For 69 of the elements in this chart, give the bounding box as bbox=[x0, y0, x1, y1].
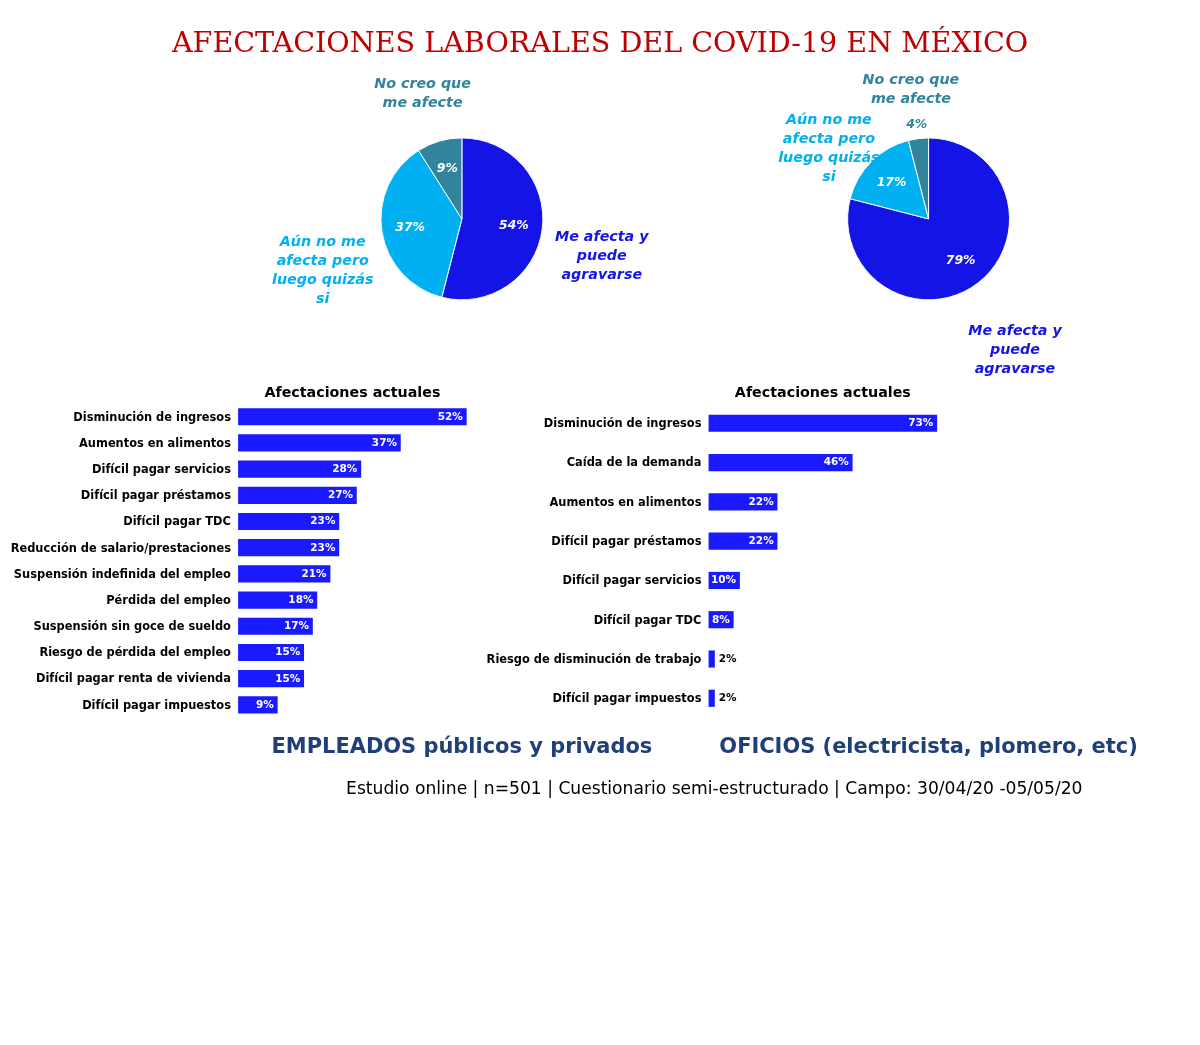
y-tick-label: Difícil pagar impuestos bbox=[552, 691, 702, 706]
chart-title: AFECTACIONES LABORALES DEL COVID-19 EN MÉXICO bbox=[170, 25, 1029, 60]
data-label: 28% bbox=[332, 461, 358, 474]
bar bbox=[238, 539, 340, 557]
y-tick-label: Riesgo de pérdida del empleo bbox=[39, 645, 232, 660]
data-label: 52% bbox=[437, 409, 464, 422]
data-label: 10% bbox=[711, 573, 737, 586]
y-tick-label: Difícil pagar renta de vivienda bbox=[35, 671, 231, 686]
bar bbox=[238, 565, 331, 583]
data-label: 9% bbox=[436, 161, 458, 176]
bar bbox=[238, 512, 340, 531]
data-label: 2% bbox=[718, 651, 737, 664]
y-tick-label: Difícil pagar impuestos bbox=[82, 697, 232, 712]
y-tick-label: Difícil pagar servicios bbox=[562, 573, 702, 588]
y-tick-label: Suspensión indefinida del empleo bbox=[13, 566, 232, 581]
y-tick-label: Suspensión sin goce de sueldo bbox=[33, 619, 232, 634]
data-label: 9% bbox=[256, 697, 275, 710]
bar bbox=[238, 460, 362, 478]
slice-label: No creo que me afecte bbox=[374, 75, 472, 111]
data-label: 46% bbox=[823, 455, 850, 468]
bar bbox=[708, 414, 938, 432]
bar bbox=[238, 486, 357, 504]
text: OFICIOS (electricista, plomero, etc) bbox=[719, 734, 1138, 759]
data-label: 23% bbox=[310, 514, 336, 527]
data-label: 22% bbox=[748, 494, 775, 507]
slice-label: Me afecta y puede agravarse bbox=[968, 322, 1063, 377]
data-label: 2% bbox=[718, 691, 737, 704]
data-label: 18% bbox=[288, 592, 314, 605]
y-tick-label: Difícil pagar TDC bbox=[593, 612, 702, 627]
data-label: 15% bbox=[275, 671, 301, 684]
data-label: 4% bbox=[905, 117, 928, 132]
slice-label: Me afecta y puede agravarse bbox=[554, 228, 650, 283]
bar bbox=[238, 434, 401, 452]
y-tick-label: Difícil pagar préstamos bbox=[551, 533, 702, 548]
data-label: 8% bbox=[712, 612, 731, 625]
bar bbox=[708, 454, 853, 472]
y-tick-label: Riesgo de disminución de trabajo bbox=[486, 651, 702, 666]
data-label: 23% bbox=[310, 540, 336, 553]
y-tick-label: Disminución de ingresos bbox=[73, 409, 232, 424]
data-label: 22% bbox=[748, 534, 775, 546]
chart-title: Afectaciones actuales bbox=[264, 383, 441, 400]
text: EMPLEADOS públicos y privados bbox=[271, 734, 653, 759]
data-label: 54% bbox=[499, 218, 529, 233]
slice-label: Aún no me afecta pero luego quizás si bbox=[271, 232, 374, 306]
bar bbox=[708, 650, 715, 668]
data-label: 79% bbox=[945, 253, 976, 268]
y-tick-label: Reducción de salario/prestaciones bbox=[10, 540, 232, 555]
chart-title: Afectaciones actuales bbox=[734, 383, 911, 400]
y-tick-label: Aumentos en alimentos bbox=[549, 494, 702, 509]
slice-label: No creo que me afecte bbox=[862, 70, 960, 106]
data-label: 37% bbox=[371, 435, 398, 448]
y-tick-label: Caída de la demanda bbox=[566, 455, 702, 470]
data-label: 17% bbox=[876, 174, 907, 189]
y-tick-label: Difícil pagar TDC bbox=[123, 514, 231, 529]
data-label: 37% bbox=[395, 219, 425, 234]
y-tick-label: Pérdida del empleo bbox=[106, 592, 232, 607]
data-label: 15% bbox=[275, 645, 301, 658]
y-tick-label: Difícil pagar servicios bbox=[92, 461, 232, 476]
y-tick-label: Disminución de ingresos bbox=[543, 416, 702, 431]
data-label: 73% bbox=[908, 416, 934, 429]
data-label: 21% bbox=[301, 566, 328, 579]
data-label: 27% bbox=[327, 488, 354, 501]
bar bbox=[238, 408, 467, 426]
y-tick-label: Difícil pagar préstamos bbox=[80, 488, 232, 503]
text: Estudio online | n=501 | Cuestionario semi-estructurado | Campo: 30/04/20 -05/05/20 bbox=[346, 778, 1083, 799]
bar bbox=[708, 689, 715, 707]
bar bbox=[238, 617, 313, 635]
data-label: 17% bbox=[283, 619, 310, 632]
y-tick-label: Aumentos en alimentos bbox=[79, 435, 232, 450]
